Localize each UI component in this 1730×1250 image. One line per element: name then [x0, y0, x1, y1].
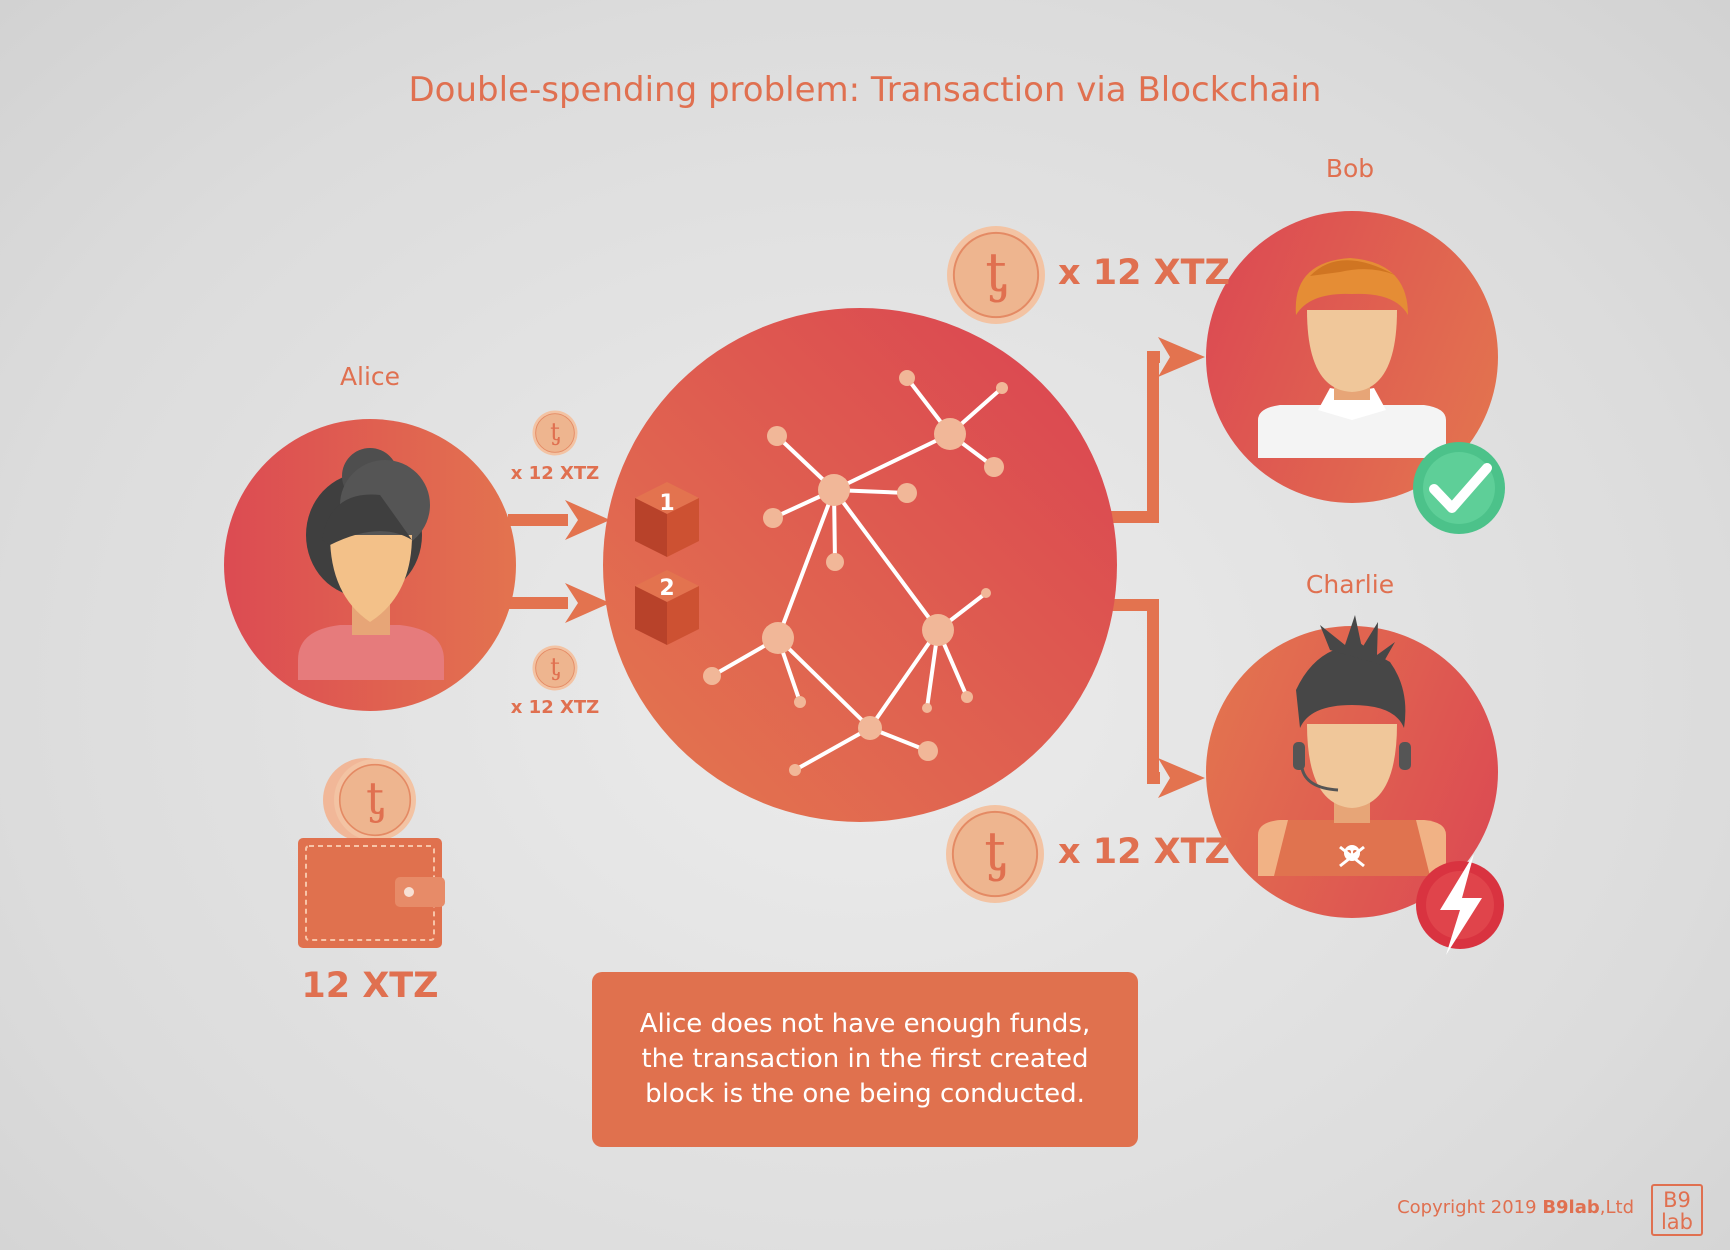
blockchain-network: 1 2: [603, 308, 1117, 822]
arrow-alice-block2: [508, 583, 610, 623]
arrow-alice-block1: [508, 500, 610, 540]
logo-bottom: lab: [1660, 1210, 1694, 1234]
b9lab-logo: B9 lab: [1651, 1184, 1703, 1236]
transfer-amount-bottom: x 12 XTZ: [510, 697, 600, 718]
transfer-amount-top: x 12 XTZ: [510, 463, 600, 484]
wallet-icon: [298, 758, 445, 948]
small-coin-bottom: [532, 645, 578, 691]
bob-avatar: [1206, 211, 1498, 503]
block-1-label: 1: [659, 491, 674, 516]
charlie-avatar: [1206, 615, 1498, 918]
charlie-amount: x 12 XTZ: [1058, 832, 1230, 872]
company-name: B9lab: [1542, 1197, 1600, 1218]
checkmark-icon: [1413, 442, 1505, 534]
bob-label: Bob: [1325, 154, 1375, 183]
small-coin-top: [532, 410, 578, 456]
explanation-text: Alice does not have enough funds, the tr…: [639, 1009, 1091, 1109]
block-2-label: 2: [659, 576, 674, 601]
alice-avatar: [224, 419, 516, 711]
charlie-label: Charlie: [1305, 570, 1395, 599]
arrow-network-charlie: [1110, 599, 1205, 798]
copyright: Copyright 2019 B9lab,Ltd: [1380, 1197, 1634, 1218]
block-1: 1: [635, 482, 699, 557]
logo-top: B9: [1663, 1188, 1691, 1212]
bob-amount: x 12 XTZ: [1058, 253, 1230, 293]
skull-icon: [1339, 845, 1365, 868]
block-2: 2: [635, 570, 699, 645]
company-suffix: ,Ltd: [1599, 1197, 1634, 1218]
alice-label: Alice: [339, 362, 401, 391]
page-title: Double-spending problem: Transaction via…: [408, 70, 1322, 110]
lightning-icon: [1416, 854, 1504, 955]
coin-charlie: [945, 804, 1045, 904]
copyright-prefix: Copyright 2019: [1397, 1197, 1543, 1218]
explanation-box: Alice does not have enough funds, the tr…: [592, 972, 1138, 1147]
wallet-balance: 12 XTZ: [301, 966, 439, 1006]
coin-bob: [946, 225, 1046, 325]
arrow-network-bob: [1110, 337, 1205, 523]
